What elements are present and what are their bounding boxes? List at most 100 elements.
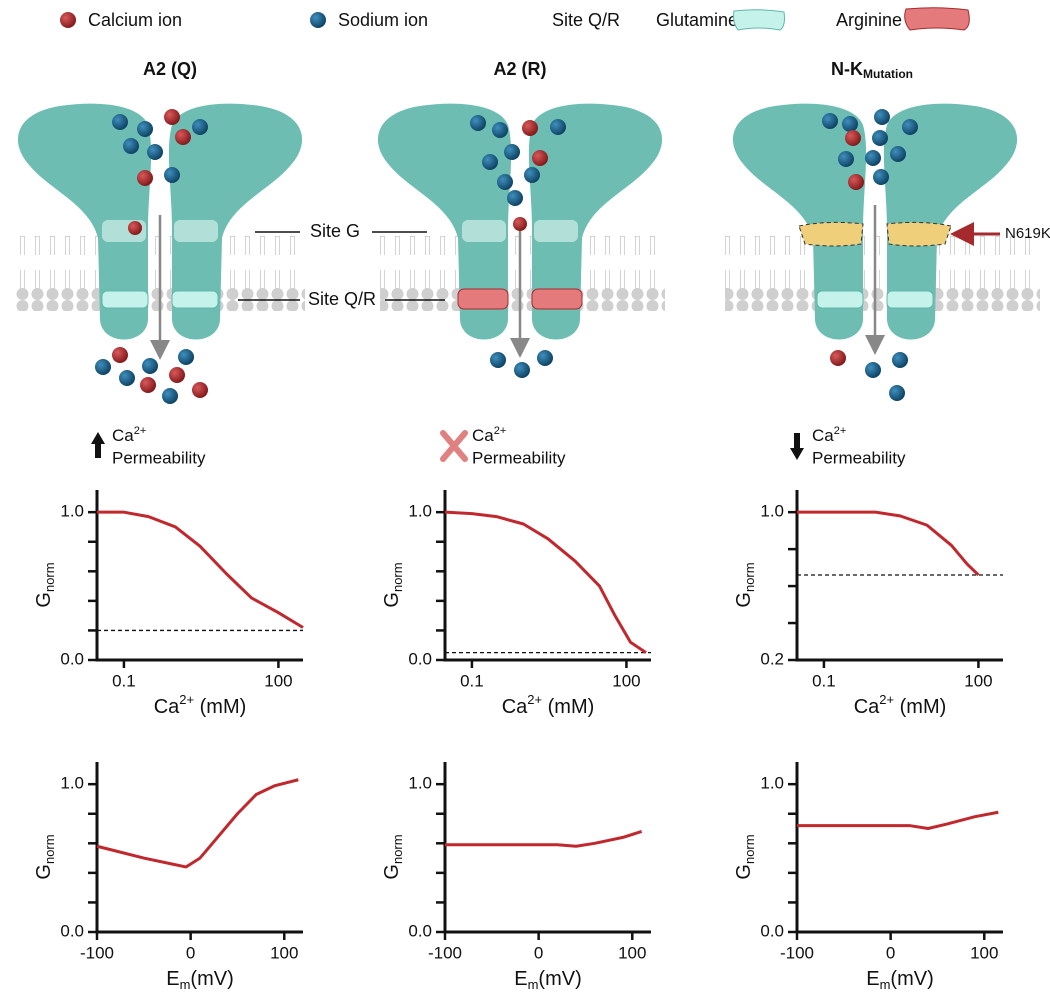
chart: 0.0 1.0 0.1 100 Ca2+ (mM) Gnorm xyxy=(381,490,651,718)
permeability-text: Permeability xyxy=(112,448,206,467)
y-tick-label: 0.2 xyxy=(760,649,784,668)
x-axis-label: Ca2+ (mM) xyxy=(854,692,947,718)
calcium-icon xyxy=(60,12,76,28)
y-axis-label: Gnorm xyxy=(381,562,405,607)
x-tick-label: 100 xyxy=(264,671,292,690)
channel xyxy=(377,103,663,358)
label-sup: 2+ xyxy=(527,692,542,707)
y-tick-label: 0.0 xyxy=(60,921,84,940)
blocked-icon xyxy=(440,430,468,462)
x-axis-label: Em(mV) xyxy=(514,968,582,992)
site-label: Site Q/R xyxy=(308,289,376,309)
label-rest: (mV) xyxy=(890,968,933,990)
x-tick-label: 0 xyxy=(186,943,195,962)
data-line xyxy=(797,510,980,577)
label-sub: m xyxy=(180,977,191,992)
label-main: Ca xyxy=(854,696,880,718)
site-label: Site G xyxy=(310,221,360,241)
label-main: G xyxy=(733,592,755,608)
x-tick-label: 0 xyxy=(534,943,543,962)
permeability-labels: Ca2+PermeabilityCa2+PermeabilityCa2+Perm… xyxy=(112,425,906,468)
permeability-ion: Ca2+ xyxy=(472,425,506,446)
chart: 0.2 1.0 0.1 100 Ca2+ (mM) Gnorm xyxy=(733,490,1003,718)
x-axis-label: Ca2+ (mM) xyxy=(502,692,595,718)
charge: 2+ xyxy=(834,425,847,437)
title-main: N-K xyxy=(831,59,863,79)
label-main: G xyxy=(33,864,55,880)
legend-label: Site Q/R xyxy=(552,10,620,30)
label-rest: (mV) xyxy=(538,968,581,990)
x-axis-label: Em(mV) xyxy=(166,968,234,992)
x-tick-label: 0.1 xyxy=(112,671,136,690)
permeability-text: Permeability xyxy=(472,448,566,467)
chart: 0.0 1.0 -100 0 100 Em(mV) Gnorm xyxy=(733,762,1003,992)
chart: 0.0 1.0 -100 0 100 Em(mV) Gnorm xyxy=(33,762,303,992)
ion: Ca xyxy=(472,426,494,445)
label-main: Ca xyxy=(502,696,528,718)
panel-title: A2 (R) xyxy=(494,59,547,79)
y-tick-label: 1.0 xyxy=(60,502,84,521)
x-tick-label: 100 xyxy=(970,943,998,962)
y-axis-label: Gnorm xyxy=(733,834,757,879)
permeability-ion: Ca2+ xyxy=(112,425,146,446)
x-tick-label: 0 xyxy=(886,943,895,962)
label-rest: (mM) xyxy=(194,696,246,718)
label-main: G xyxy=(381,864,403,880)
panel-title: A2 (Q) xyxy=(143,59,197,79)
label-sub: norm xyxy=(42,834,57,864)
y-tick-label: 1.0 xyxy=(760,502,784,521)
membrane xyxy=(725,236,1040,311)
permeability-text: Permeability xyxy=(812,448,906,467)
label-main: G xyxy=(733,864,755,880)
data-line xyxy=(96,778,299,869)
x-axis-label: Em(mV) xyxy=(866,968,934,992)
x-tick-label: 0.1 xyxy=(460,671,484,690)
mutation-label: N619K xyxy=(1005,225,1050,242)
charge: 2+ xyxy=(494,425,507,437)
x-tick-label: -100 xyxy=(780,943,814,962)
label-sub: m xyxy=(880,977,891,992)
chart: 0.0 1.0 0.1 100 Ca2+ (mM) Gnorm xyxy=(33,490,304,718)
label-main: E xyxy=(866,968,879,990)
data-line xyxy=(444,510,647,654)
y-axis-label: Gnorm xyxy=(733,562,757,607)
y-tick-label: 0.0 xyxy=(408,649,432,668)
label-sub: norm xyxy=(42,562,57,592)
y-tick-label: 0.0 xyxy=(408,921,432,940)
permeability-ion: Ca2+ xyxy=(812,425,846,446)
channel xyxy=(732,103,1018,355)
y-tick-label: 1.0 xyxy=(60,774,84,793)
legend-label: Arginine xyxy=(836,10,902,30)
label-main: G xyxy=(381,592,403,608)
y-tick-label: 1.0 xyxy=(760,774,784,793)
x-axis-label: Ca2+ (mM) xyxy=(154,692,247,718)
y-axis-label: Gnorm xyxy=(381,834,405,879)
label-sup: 2+ xyxy=(179,692,194,707)
label-main: G xyxy=(33,592,55,608)
ion: Ca xyxy=(112,426,134,445)
decrease-arrow xyxy=(790,433,804,460)
y-tick-label: 0.0 xyxy=(60,649,84,668)
label-sub: norm xyxy=(390,834,405,864)
y-tick-label: 1.0 xyxy=(408,774,432,793)
data-line xyxy=(97,510,304,629)
ions xyxy=(95,109,918,404)
chart: 0.0 1.0 -100 0 100 Em(mV) Gnorm xyxy=(381,762,651,992)
x-tick-label: 0.1 xyxy=(812,671,836,690)
y-tick-label: 0.0 xyxy=(760,921,784,940)
increase-arrow xyxy=(91,432,105,458)
x-tick-label: 100 xyxy=(964,671,992,690)
label-main: E xyxy=(166,968,179,990)
label-sup: 2+ xyxy=(879,692,894,707)
label-main: Ca xyxy=(154,696,180,718)
x-tick-label: 100 xyxy=(618,943,646,962)
x-tick-label: 100 xyxy=(270,943,298,962)
data-line xyxy=(797,810,999,831)
channel xyxy=(17,103,303,360)
label-main: E xyxy=(514,968,527,990)
panel-title: N-KMutation xyxy=(831,59,913,81)
sodium-icon xyxy=(310,12,326,28)
y-axis-label: Gnorm xyxy=(33,834,57,879)
